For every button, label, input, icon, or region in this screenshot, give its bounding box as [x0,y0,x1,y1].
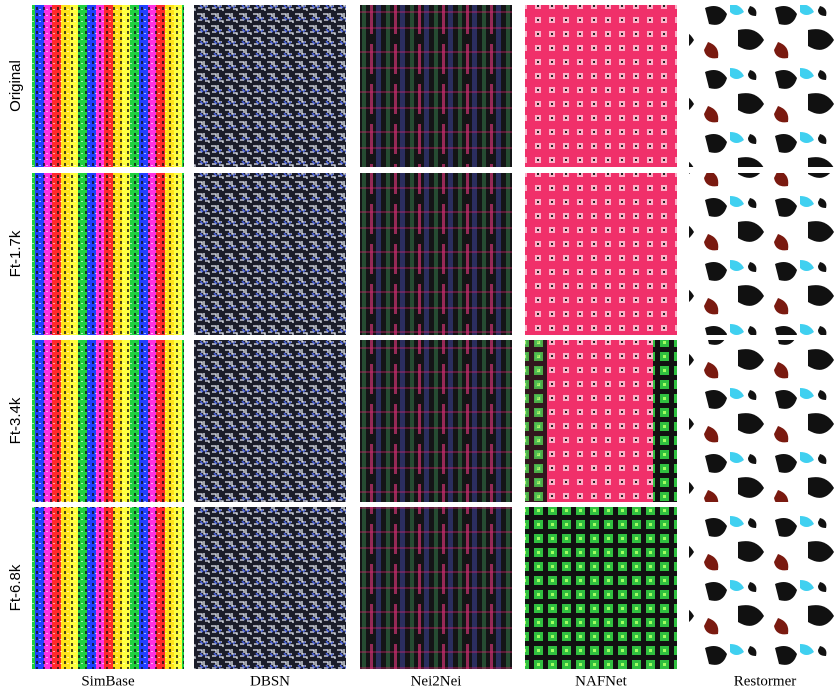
image-fill [360,173,512,335]
figure: Original Ft-1.7k Ft-3.4k Ft-6.8k SimBase DBSN… [0,0,838,692]
row-label: Ft-1.7k [7,230,24,277]
image-fill [525,507,677,669]
result-image [525,340,677,502]
image-noise [32,507,184,669]
image-fill [194,507,346,669]
result-image [194,507,346,669]
result-image [32,507,184,669]
image-noise [32,173,184,335]
result-image [32,173,184,335]
result-image [360,173,512,335]
image-fill [360,5,512,167]
result-image [32,340,184,502]
result-image [194,173,346,335]
result-image [689,507,838,669]
image-fill [525,173,677,335]
result-image [525,5,677,167]
column-label: Restormer [734,673,796,689]
image-fill [689,5,838,167]
column-label: NAFNet [575,673,627,689]
result-image [194,5,346,167]
result-image [360,5,512,167]
result-image [689,340,838,502]
row-label: Ft-3.4k [7,397,24,444]
row-label: Ft-6.8k [7,564,24,611]
image-region [525,340,547,502]
image-fill [689,507,838,669]
image-fill [689,173,838,335]
result-image [525,507,677,669]
image-noise [32,340,184,502]
result-image [689,5,838,167]
image-fill [525,5,677,167]
image-noise [32,5,184,167]
result-image [194,340,346,502]
result-image [525,173,677,335]
result-image [360,340,512,502]
image-fill [194,340,346,502]
image-fill [194,5,346,167]
row-label: Original [7,60,24,112]
column-label: SimBase [81,673,135,689]
column-label: Nei2Nei [411,673,462,689]
result-image [32,5,184,167]
result-image [689,173,838,335]
column-label: DBSN [250,673,290,689]
image-region [653,340,677,502]
image-fill [360,340,512,502]
image-fill [689,340,838,502]
image-fill [360,507,512,669]
image-fill [194,173,346,335]
result-image [360,507,512,669]
